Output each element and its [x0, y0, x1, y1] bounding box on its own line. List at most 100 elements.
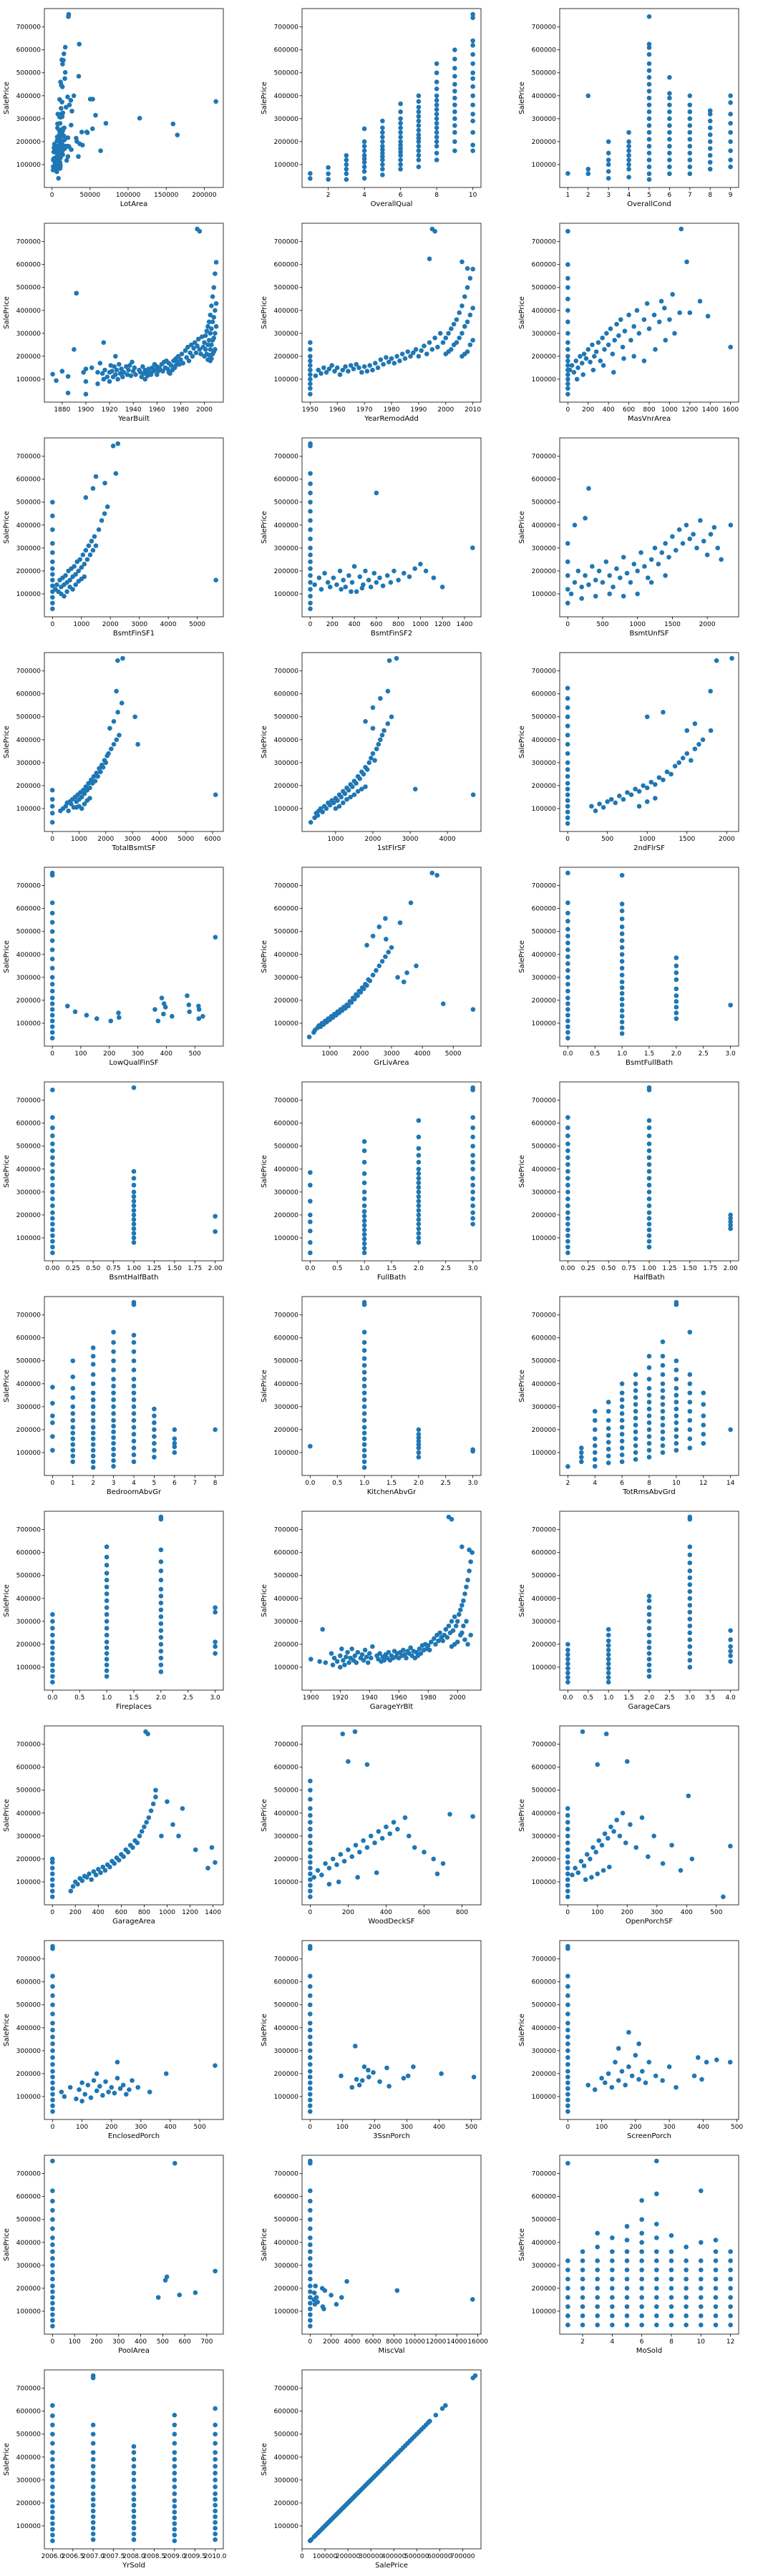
subplot-BsmtFinSF2: 0 200 400 600 800 1000 1200 1400100000200000300…	[261, 437, 482, 638]
scatter-point	[147, 2089, 152, 2094]
scatter-point	[565, 947, 570, 952]
scatter-point	[687, 1630, 693, 1636]
scatter-point	[565, 1176, 570, 1181]
scatter-point	[699, 2077, 704, 2082]
scatter-point	[565, 1670, 570, 1676]
scatter-point	[646, 1448, 652, 1453]
scatter-point	[595, 1762, 601, 1767]
scatter-point	[584, 1852, 590, 1857]
x-tick-label: 1.5	[386, 1265, 397, 1272]
scatter-point	[470, 1447, 475, 1453]
scatter-point	[126, 367, 131, 373]
scatter-point	[621, 796, 626, 802]
y-tick-label: 600000	[274, 906, 299, 913]
y-tick-label: 100000	[16, 591, 42, 598]
scatter-point	[565, 751, 570, 756]
scatter-point	[50, 541, 55, 546]
scatter-point	[361, 1418, 367, 1423]
scatter-point	[158, 1641, 164, 1647]
y-axis-label: SalePrice	[3, 2228, 11, 2261]
scatter-point	[619, 1020, 625, 1025]
scatter-point	[50, 572, 55, 577]
scatter-point	[49, 965, 55, 971]
x-tick-label: 0	[565, 836, 570, 843]
scatter-point	[626, 2029, 631, 2035]
x-tick-label: 400	[92, 1909, 104, 1916]
x-tick-label: 1500	[679, 836, 695, 843]
scatter-point	[607, 1864, 612, 1870]
scatter-points	[307, 2373, 478, 2544]
scatter-point	[454, 340, 460, 345]
y-tick-label: 100000	[532, 376, 557, 384]
x-axis-label: BsmtHalfBath	[110, 1274, 159, 1282]
scatter-point	[307, 2041, 313, 2046]
scatter-point	[131, 1358, 137, 1364]
subplot-BsmtFullBath: 0.0 0.5 1.0 1.5 2.0 2.5 3.01000002000003000004…	[518, 867, 739, 1067]
scatter-point	[646, 1385, 652, 1391]
scatter-point	[361, 1209, 367, 1214]
scatter-point	[687, 1372, 693, 1377]
scatter-point	[213, 99, 218, 104]
scatter-point	[86, 543, 92, 548]
y-tick-label: 600000	[274, 477, 299, 484]
scatter-point	[565, 781, 570, 786]
x-tick-label: 0.25	[66, 1265, 80, 1272]
scatter-point	[371, 570, 377, 576]
y-tick-label: 500000	[274, 1143, 299, 1151]
scatter-point	[79, 794, 84, 800]
scatter-point	[203, 333, 208, 338]
scatter-point	[155, 1018, 161, 1024]
scatter-point	[361, 1189, 367, 1195]
x-tick-label: 5000	[445, 1050, 462, 1058]
scatter-point	[158, 1621, 164, 1626]
scatter-point	[602, 1831, 608, 1836]
x-tick-label: 0.5	[74, 1694, 84, 1702]
scatter-point	[666, 2064, 672, 2069]
scatter-point	[131, 1217, 137, 1222]
scatter-point	[663, 573, 668, 578]
scatter-point	[308, 2270, 313, 2275]
scatter-point	[592, 1450, 598, 1455]
y-tick-label: 300000	[532, 1619, 557, 1626]
scatter-point	[117, 371, 123, 376]
scatter-point	[608, 326, 613, 331]
y-tick-label: 400000	[532, 1381, 557, 1388]
scatter-point	[660, 1450, 666, 1455]
scatter-point	[565, 2304, 570, 2309]
y-tick-label: 100000	[16, 2094, 42, 2101]
scatter-point	[313, 373, 319, 379]
scatter-point	[699, 2313, 704, 2318]
scatter-point	[646, 61, 652, 67]
scatter-point	[708, 728, 714, 733]
scatter-point	[565, 1679, 570, 1685]
scatter-point	[565, 1806, 570, 1811]
scatter-point	[50, 1662, 55, 1668]
scatter-point	[470, 38, 475, 44]
scatter-point	[654, 2304, 659, 2309]
scatter-point	[653, 2073, 658, 2079]
scatter-point	[434, 102, 439, 107]
scatter-point	[187, 1009, 192, 1015]
x-tick-label: 1000	[639, 836, 656, 843]
y-tick-label: 700000	[16, 1312, 42, 1319]
scatter-point	[610, 2304, 615, 2309]
scatter-point	[580, 2276, 585, 2282]
scatter-point	[306, 1034, 312, 1040]
scatter-point	[565, 1001, 570, 1007]
scatter-point	[205, 342, 210, 348]
x-tick-label: 5	[152, 1480, 157, 1487]
scatter-point	[54, 135, 60, 140]
scatter-point	[646, 1133, 652, 1138]
y-tick-label: 500000	[532, 70, 557, 77]
scatter-point	[50, 1645, 55, 1651]
scatter-point	[343, 364, 348, 369]
scatter-point	[213, 2441, 218, 2446]
x-tick-label: 700000	[450, 2553, 475, 2560]
scatter-point	[579, 1450, 584, 1455]
scatter-point	[370, 972, 376, 977]
x-axis-label: 3SsnPorch	[373, 2132, 410, 2140]
scatter-point	[50, 2226, 55, 2231]
scatter-point	[565, 1661, 570, 1667]
y-tick-label: 300000	[532, 1833, 557, 1840]
scatter-point	[728, 1659, 733, 1664]
